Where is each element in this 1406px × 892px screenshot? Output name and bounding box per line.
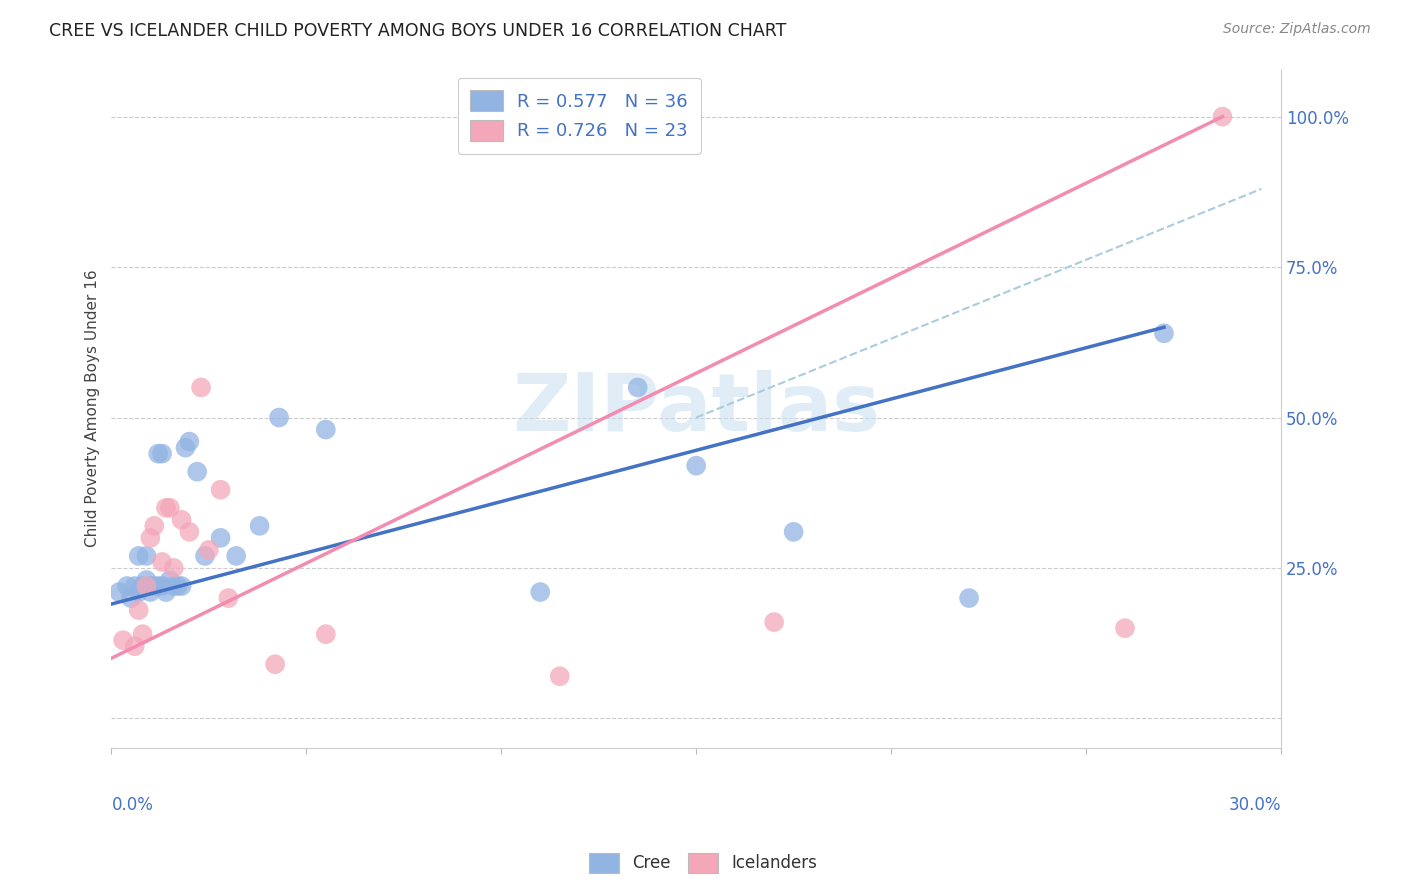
Point xyxy=(148,579,170,593)
Y-axis label: Child Poverty Among Boys Under 16: Child Poverty Among Boys Under 16 xyxy=(86,269,100,548)
Text: ZIPatlas: ZIPatlas xyxy=(512,369,880,448)
Text: CREE VS ICELANDER CHILD POVERTY AMONG BOYS UNDER 16 CORRELATION CHART: CREE VS ICELANDER CHILD POVERTY AMONG BO… xyxy=(49,22,786,40)
Point xyxy=(179,434,201,449)
Point xyxy=(143,579,166,593)
Point xyxy=(170,513,193,527)
Point xyxy=(763,615,786,629)
Point xyxy=(194,549,217,563)
Point xyxy=(159,500,181,515)
Point xyxy=(209,483,232,497)
Point xyxy=(163,561,186,575)
Point xyxy=(170,579,193,593)
Point xyxy=(128,549,150,563)
Point xyxy=(529,585,551,599)
Legend: Cree, Icelanders: Cree, Icelanders xyxy=(582,847,824,880)
Point xyxy=(128,603,150,617)
Point xyxy=(148,447,170,461)
Point xyxy=(548,669,571,683)
Point xyxy=(209,531,232,545)
Point xyxy=(190,380,212,394)
Point xyxy=(1114,621,1136,635)
Point xyxy=(249,519,271,533)
Point xyxy=(150,447,173,461)
Point xyxy=(957,591,980,605)
Point xyxy=(1153,326,1175,341)
Point xyxy=(186,465,208,479)
Point xyxy=(225,549,247,563)
Point xyxy=(108,585,131,599)
Legend: R = 0.577   N = 36, R = 0.726   N = 23: R = 0.577 N = 36, R = 0.726 N = 23 xyxy=(458,78,700,153)
Point xyxy=(1211,110,1233,124)
Point xyxy=(135,573,157,587)
Point xyxy=(155,500,177,515)
Point xyxy=(124,579,146,593)
Point xyxy=(782,524,804,539)
Point xyxy=(166,579,188,593)
Point xyxy=(139,531,162,545)
Point xyxy=(128,585,150,599)
Point xyxy=(685,458,707,473)
Point xyxy=(120,591,142,605)
Point xyxy=(217,591,239,605)
Point xyxy=(267,410,290,425)
Point xyxy=(115,579,138,593)
Point xyxy=(627,380,650,394)
Point xyxy=(264,657,287,672)
Point xyxy=(315,627,337,641)
Point xyxy=(112,633,135,648)
Point xyxy=(135,579,157,593)
Point xyxy=(198,542,221,557)
Text: 0.0%: 0.0% xyxy=(111,796,153,814)
Text: 30.0%: 30.0% xyxy=(1229,796,1281,814)
Point xyxy=(139,579,162,593)
Point xyxy=(135,549,157,563)
Point xyxy=(174,441,197,455)
Point xyxy=(143,519,166,533)
Point xyxy=(131,579,153,593)
Point xyxy=(159,573,181,587)
Point xyxy=(163,579,186,593)
Text: Source: ZipAtlas.com: Source: ZipAtlas.com xyxy=(1223,22,1371,37)
Point xyxy=(155,585,177,599)
Point xyxy=(179,524,201,539)
Point xyxy=(315,423,337,437)
Point xyxy=(124,639,146,653)
Point xyxy=(150,555,173,569)
Point xyxy=(150,579,173,593)
Point xyxy=(139,585,162,599)
Point xyxy=(131,627,153,641)
